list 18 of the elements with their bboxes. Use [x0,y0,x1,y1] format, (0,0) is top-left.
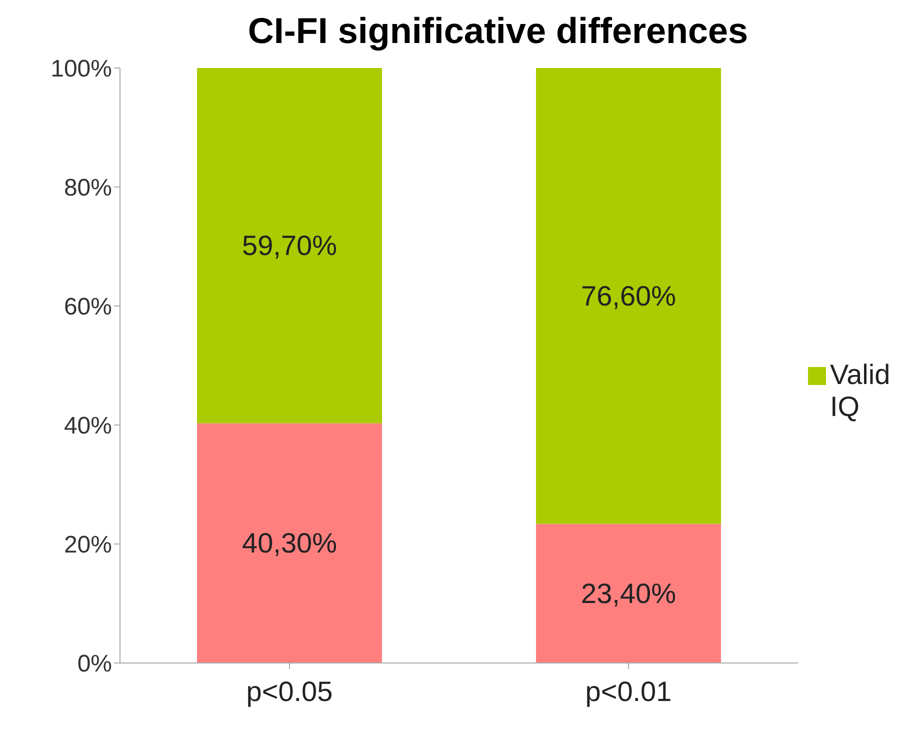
y-tick-label: 40% [64,412,112,440]
bar [197,423,382,663]
y-tick-label: 80% [64,174,112,202]
y-tick-label: 100% [50,56,112,83]
data-label: 40,30% [242,528,337,559]
y-tick-label: 60% [64,294,112,321]
bar [536,68,721,524]
chart-title: CI-FI significative differences [246,10,750,52]
data-label: 23,40% [581,578,676,609]
y-tick-label: 0% [77,650,112,678]
y-tick-label: 20% [64,532,112,559]
data-label: 76,60% [581,280,676,312]
x-tick-label: p<0.01 [585,676,672,707]
data-label: 59,70% [242,230,337,262]
x-tick-label: p<0.05 [246,676,333,707]
bar [197,68,382,424]
legend-label: Valid IQ [830,358,890,422]
bar [536,524,721,663]
